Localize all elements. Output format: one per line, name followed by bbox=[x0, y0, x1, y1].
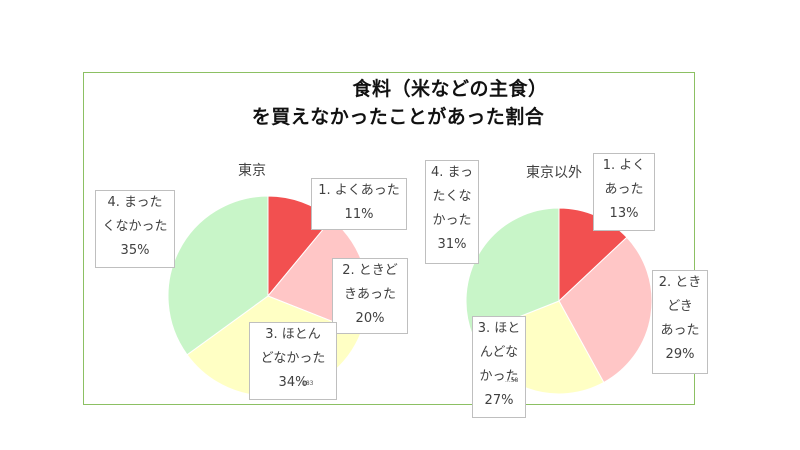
tiny-mark-outside: ...58 bbox=[505, 377, 519, 384]
label-outside-often: 1. よく あった 13% bbox=[593, 153, 655, 231]
pie-title-outside-tokyo: 東京以外 bbox=[526, 165, 582, 181]
label-tokyo-often: 1. よくあった 11% bbox=[311, 178, 407, 230]
outside-tokyo-slice-sometimes bbox=[558, 236, 653, 384]
tokyo-slice-never bbox=[167, 195, 269, 356]
chart-title-line1: 食料（米などの主食） bbox=[352, 78, 548, 100]
chart-frame bbox=[83, 72, 695, 405]
label-outside-sometimes: 2. とき どき あった 29% bbox=[652, 270, 708, 374]
tiny-mark-tokyo: 183 bbox=[302, 380, 314, 387]
label-tokyo-rarely: 3. ほとん どなかった 34% bbox=[249, 322, 337, 400]
pie-title-tokyo: 東京 bbox=[238, 163, 266, 179]
outside-tokyo-slice-never bbox=[465, 207, 560, 336]
label-tokyo-sometimes: 2. ときど きあった 20% bbox=[332, 258, 408, 334]
label-tokyo-never: 4. まった くなかった 35% bbox=[95, 190, 175, 268]
label-outside-rarely: 3. ほと んどな かった 27% bbox=[472, 316, 526, 418]
label-outside-never: 4. まっ たくな かった 31% bbox=[425, 160, 479, 264]
chart-title-line2: を買えなかったことがあった割合 bbox=[251, 106, 545, 128]
